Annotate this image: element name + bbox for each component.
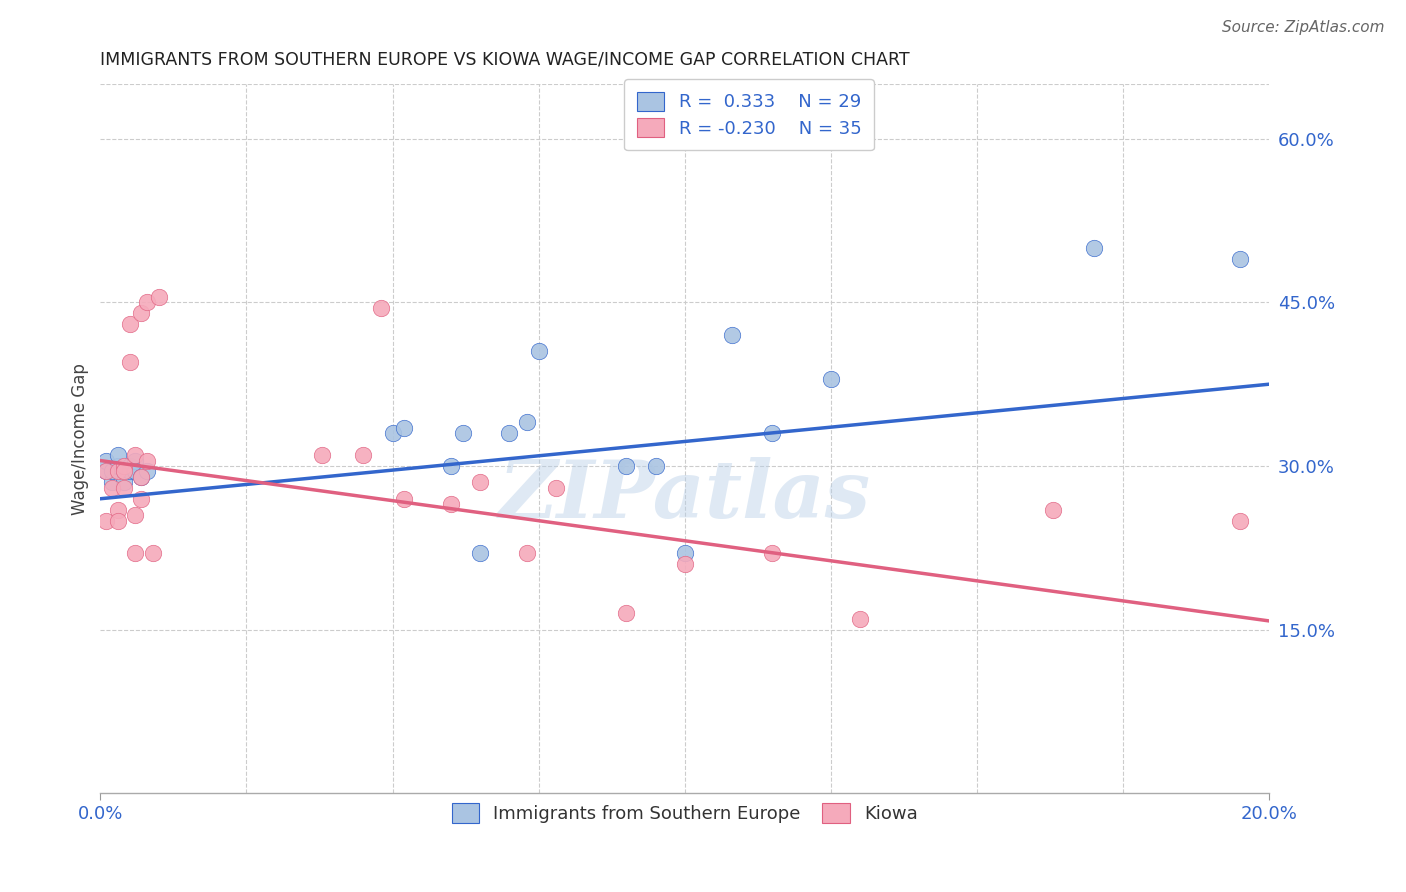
Point bbox=[451, 426, 474, 441]
Point bbox=[136, 295, 159, 310]
Point bbox=[381, 426, 404, 441]
Point bbox=[527, 344, 550, 359]
Point bbox=[136, 465, 159, 479]
Point bbox=[118, 458, 141, 473]
Point bbox=[124, 465, 146, 479]
Point bbox=[516, 546, 538, 560]
Point bbox=[107, 465, 129, 479]
Point bbox=[352, 448, 374, 462]
Point bbox=[124, 448, 146, 462]
Legend: Immigrants from Southern Europe, Kiowa: Immigrants from Southern Europe, Kiowa bbox=[441, 792, 928, 834]
Point bbox=[673, 558, 696, 572]
Point bbox=[107, 458, 129, 473]
Point bbox=[1042, 502, 1064, 516]
Text: Source: ZipAtlas.com: Source: ZipAtlas.com bbox=[1222, 20, 1385, 35]
Point bbox=[498, 426, 520, 441]
Point bbox=[516, 416, 538, 430]
Point bbox=[394, 491, 416, 506]
Point bbox=[107, 502, 129, 516]
Point bbox=[129, 470, 152, 484]
Point bbox=[118, 317, 141, 331]
Point bbox=[761, 546, 783, 560]
Point bbox=[849, 612, 872, 626]
Point bbox=[118, 355, 141, 369]
Y-axis label: Wage/Income Gap: Wage/Income Gap bbox=[72, 363, 89, 515]
Point bbox=[616, 458, 638, 473]
Point bbox=[96, 453, 118, 467]
Point bbox=[101, 481, 124, 495]
Point bbox=[142, 546, 165, 560]
Point bbox=[124, 453, 146, 467]
Point bbox=[440, 497, 463, 511]
Point bbox=[370, 301, 392, 315]
Point bbox=[820, 372, 842, 386]
Text: IMMIGRANTS FROM SOUTHERN EUROPE VS KIOWA WAGE/INCOME GAP CORRELATION CHART: IMMIGRANTS FROM SOUTHERN EUROPE VS KIOWA… bbox=[100, 51, 910, 69]
Point bbox=[1083, 241, 1105, 255]
Point bbox=[470, 475, 492, 490]
Point bbox=[1229, 252, 1251, 266]
Point bbox=[96, 465, 118, 479]
Point bbox=[101, 475, 124, 490]
Point bbox=[1229, 514, 1251, 528]
Point bbox=[673, 546, 696, 560]
Point bbox=[720, 328, 742, 343]
Point bbox=[118, 465, 141, 479]
Point bbox=[112, 465, 135, 479]
Text: ZIPatlas: ZIPatlas bbox=[499, 457, 870, 534]
Point bbox=[129, 491, 152, 506]
Point bbox=[96, 514, 118, 528]
Point bbox=[124, 546, 146, 560]
Point bbox=[440, 458, 463, 473]
Point bbox=[470, 546, 492, 560]
Point bbox=[101, 465, 124, 479]
Point bbox=[129, 306, 152, 320]
Point bbox=[129, 470, 152, 484]
Point bbox=[148, 290, 170, 304]
Point bbox=[761, 426, 783, 441]
Point bbox=[616, 607, 638, 621]
Point bbox=[136, 453, 159, 467]
Point bbox=[124, 508, 146, 522]
Point bbox=[644, 458, 666, 473]
Point bbox=[546, 481, 568, 495]
Point bbox=[112, 475, 135, 490]
Point bbox=[96, 465, 118, 479]
Point bbox=[112, 481, 135, 495]
Point bbox=[394, 421, 416, 435]
Point bbox=[112, 458, 135, 473]
Point bbox=[107, 514, 129, 528]
Point bbox=[107, 448, 129, 462]
Point bbox=[311, 448, 333, 462]
